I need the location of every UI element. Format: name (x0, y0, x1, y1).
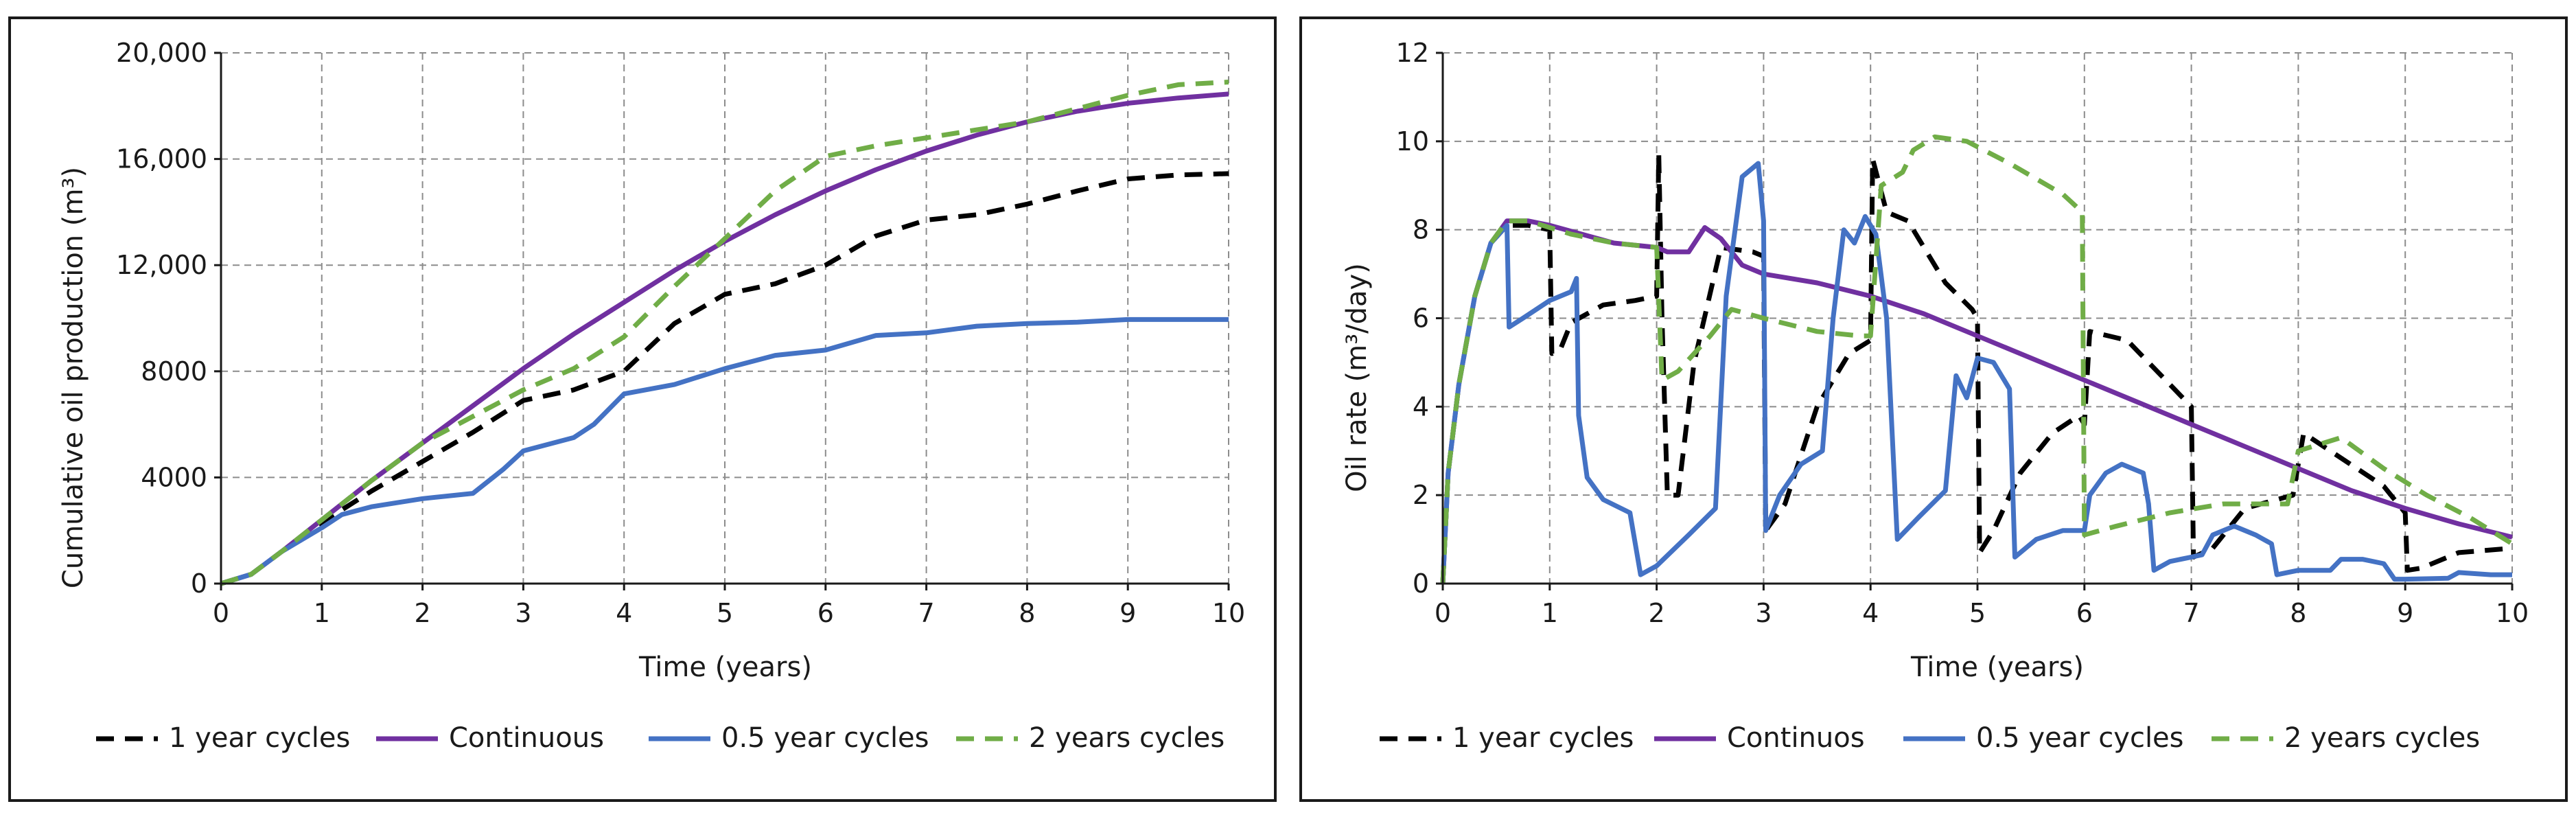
x-tick-label-right: 8 (2290, 598, 2306, 628)
series-line-one-year-left (220, 171, 1229, 586)
legend-left: 1 year cycles Continuous 0.5 year cycles 2 … (96, 722, 1225, 754)
legend-label-one-year-right: 1 year cycles (1452, 722, 1634, 754)
x-tick-label-left: 7 (918, 598, 935, 628)
x-tick-label-right: 9 (2397, 598, 2413, 628)
y-tick-label-right: 12 (1396, 38, 1429, 68)
series-line-half-year-right (1440, 161, 2512, 584)
ticks-left: 0 1 2 3 4 5 6 7 8 9 10 0 4000 8000 12,000 16,000 20,000 (116, 38, 1245, 628)
chart-frame-right (1299, 16, 2568, 802)
x-tick-label-left: 4 (616, 598, 632, 628)
x-tick-label-right: 10 (2496, 598, 2529, 628)
legend-label-half-year-left: 0.5 year cycles (721, 722, 929, 754)
x-tick-label-right: 6 (2076, 598, 2093, 628)
x-tick-label-left: 6 (817, 598, 834, 628)
legend-label-two-years-left: 2 years cycles (1029, 722, 1225, 754)
y-tick-label-right: 10 (1396, 126, 1429, 157)
grid-right (1443, 52, 2513, 584)
x-tick-label-left: 9 (1119, 598, 1136, 628)
y-tick-label-right: 8 (1413, 215, 1429, 245)
y-axis-label-left: Cumulative oil production (m³) (58, 167, 89, 588)
x-tick-label-left: 10 (1212, 598, 1245, 628)
y-tick-label-left: 8000 (141, 356, 207, 387)
series-right (1440, 134, 2514, 584)
series-line-two-years-right (1440, 134, 2514, 584)
chart-frame-left (8, 16, 1277, 802)
series-line-two-years-left (220, 80, 1229, 586)
legend-right: 1 year cycles Continuos 0.5 year cycles 2 y… (1380, 722, 2480, 754)
grid-left (221, 52, 1229, 584)
y-tick-label-left: 0 (191, 568, 207, 599)
x-tick-label-left: 0 (213, 598, 229, 628)
x-tick-label-right: 2 (1649, 598, 1665, 628)
x-tick-label-right: 4 (1862, 598, 1879, 628)
x-tick-label-left: 8 (1019, 598, 1035, 628)
x-tick-label-right: 1 (1542, 598, 1558, 628)
x-axis-label-left: Time (years) (638, 652, 812, 683)
axes-right (1436, 51, 2514, 590)
x-tick-label-left: 1 (314, 598, 330, 628)
y-tick-label-left: 16,000 (116, 144, 207, 174)
x-tick-label-right: 5 (1969, 598, 1986, 628)
y-axis-label-right: Oil rate (m³/day) (1341, 263, 1373, 492)
y-tick-label-left: 20,000 (116, 38, 207, 68)
x-tick-label-right: 7 (2183, 598, 2200, 628)
series-line-half-year-left (220, 317, 1229, 586)
legend-label-half-year-right: 0.5 year cycles (1976, 722, 2184, 754)
legend-label-continuous-right: Continuos (1727, 722, 1865, 754)
legend-label-one-year-left: 1 year cycles (169, 722, 350, 754)
y-tick-label-right: 2 (1413, 480, 1429, 510)
legend-label-continuous-left: Continuous (449, 722, 604, 754)
x-axis-label-right: Time (years) (1910, 652, 2084, 683)
x-tick-label-right: 0 (1435, 598, 1451, 628)
y-tick-label-left: 4000 (141, 462, 207, 492)
series-line-continuous-right (1440, 218, 2513, 584)
y-tick-label-left: 12,000 (116, 250, 207, 280)
x-tick-label-left: 2 (415, 598, 431, 628)
y-tick-label-right: 4 (1413, 391, 1429, 422)
y-tick-label-right: 6 (1413, 303, 1429, 334)
legend-label-two-years-right: 2 years cycles (2284, 722, 2480, 754)
x-tick-label-right: 3 (1755, 598, 1772, 628)
x-tick-label-left: 5 (717, 598, 733, 628)
series-left (220, 80, 1229, 586)
y-tick-label-right: 0 (1413, 568, 1429, 599)
x-tick-label-left: 3 (515, 598, 531, 628)
cumulative-production-chart: 0 1 2 3 4 5 6 7 8 9 1004000800012,00016,00020,000 … (8, 16, 1277, 802)
axes-left (214, 51, 1230, 590)
